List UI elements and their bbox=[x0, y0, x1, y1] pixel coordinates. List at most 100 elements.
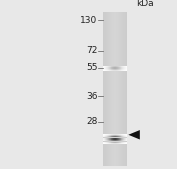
Bar bbox=[118, 68, 119, 69]
Bar bbox=[109, 68, 110, 69]
Bar bbox=[117, 139, 118, 140]
Bar bbox=[121, 142, 122, 143]
Bar bbox=[114, 134, 115, 135]
Bar bbox=[105, 143, 106, 144]
Bar bbox=[116, 70, 117, 71]
Bar bbox=[117, 140, 118, 141]
Bar bbox=[125, 140, 126, 141]
Bar bbox=[119, 66, 120, 67]
Bar bbox=[114, 12, 115, 166]
Bar bbox=[106, 70, 107, 71]
Bar bbox=[111, 135, 112, 136]
Bar bbox=[103, 134, 104, 135]
Bar bbox=[106, 134, 107, 135]
Bar bbox=[105, 135, 106, 136]
Bar bbox=[117, 67, 118, 68]
Polygon shape bbox=[128, 130, 140, 140]
Bar bbox=[112, 142, 113, 143]
Bar bbox=[105, 68, 106, 69]
Bar bbox=[106, 135, 107, 136]
Bar bbox=[126, 136, 127, 137]
Bar bbox=[114, 66, 115, 67]
Bar bbox=[120, 67, 121, 68]
Bar bbox=[112, 70, 113, 71]
Bar bbox=[115, 68, 116, 69]
Bar bbox=[110, 139, 111, 140]
Text: 72: 72 bbox=[86, 46, 97, 55]
Bar bbox=[121, 67, 122, 68]
Bar bbox=[124, 68, 125, 69]
Bar bbox=[103, 68, 104, 69]
Bar bbox=[105, 138, 106, 139]
Bar bbox=[105, 134, 106, 135]
Bar bbox=[111, 69, 112, 70]
Bar bbox=[117, 135, 118, 136]
Bar bbox=[121, 143, 122, 144]
Bar bbox=[122, 69, 123, 70]
Bar bbox=[118, 140, 119, 141]
Bar bbox=[108, 139, 109, 140]
Bar bbox=[118, 135, 119, 136]
Bar bbox=[105, 12, 106, 166]
Bar bbox=[117, 138, 118, 139]
Bar bbox=[105, 65, 106, 66]
Bar bbox=[124, 65, 125, 66]
Bar bbox=[124, 135, 125, 136]
Bar bbox=[117, 134, 118, 135]
Bar bbox=[120, 66, 121, 67]
Bar bbox=[119, 65, 120, 66]
Bar bbox=[113, 138, 114, 139]
Bar bbox=[115, 66, 116, 67]
Bar bbox=[106, 138, 107, 139]
Bar bbox=[119, 136, 120, 137]
Bar bbox=[123, 66, 124, 67]
Bar bbox=[105, 136, 106, 137]
Bar bbox=[104, 140, 105, 141]
Bar bbox=[124, 140, 125, 141]
Bar bbox=[110, 70, 111, 71]
Bar bbox=[107, 12, 108, 166]
Bar bbox=[117, 69, 118, 70]
Bar bbox=[120, 134, 121, 135]
Bar bbox=[103, 69, 104, 70]
Bar bbox=[119, 70, 120, 71]
Bar bbox=[108, 135, 109, 136]
Bar bbox=[113, 142, 114, 143]
Bar bbox=[126, 142, 127, 143]
Bar bbox=[108, 67, 109, 68]
Bar bbox=[106, 12, 107, 166]
Bar bbox=[119, 67, 120, 68]
Bar bbox=[125, 66, 126, 67]
Bar bbox=[103, 140, 104, 141]
Bar bbox=[110, 143, 111, 144]
Bar bbox=[125, 143, 126, 144]
Bar bbox=[107, 138, 108, 139]
Bar bbox=[108, 143, 109, 144]
Bar bbox=[107, 140, 108, 141]
Bar bbox=[120, 139, 121, 140]
Bar bbox=[116, 134, 117, 135]
Bar bbox=[103, 136, 104, 137]
Bar bbox=[111, 66, 112, 67]
Bar bbox=[125, 12, 126, 166]
Bar bbox=[105, 67, 106, 68]
Bar bbox=[124, 70, 125, 71]
Bar bbox=[121, 70, 122, 71]
Bar bbox=[126, 138, 127, 139]
Bar bbox=[119, 69, 120, 70]
Bar bbox=[108, 134, 109, 135]
Bar bbox=[121, 139, 122, 140]
Bar bbox=[120, 65, 121, 66]
Bar bbox=[110, 135, 111, 136]
Bar bbox=[112, 69, 113, 70]
Bar bbox=[117, 70, 118, 71]
Bar bbox=[106, 140, 107, 141]
Bar bbox=[107, 142, 108, 143]
Bar bbox=[110, 66, 111, 67]
Bar bbox=[114, 140, 115, 141]
Bar bbox=[116, 67, 117, 68]
Bar bbox=[122, 65, 123, 66]
Bar bbox=[126, 67, 127, 68]
Bar bbox=[103, 142, 104, 143]
Bar bbox=[109, 136, 110, 137]
